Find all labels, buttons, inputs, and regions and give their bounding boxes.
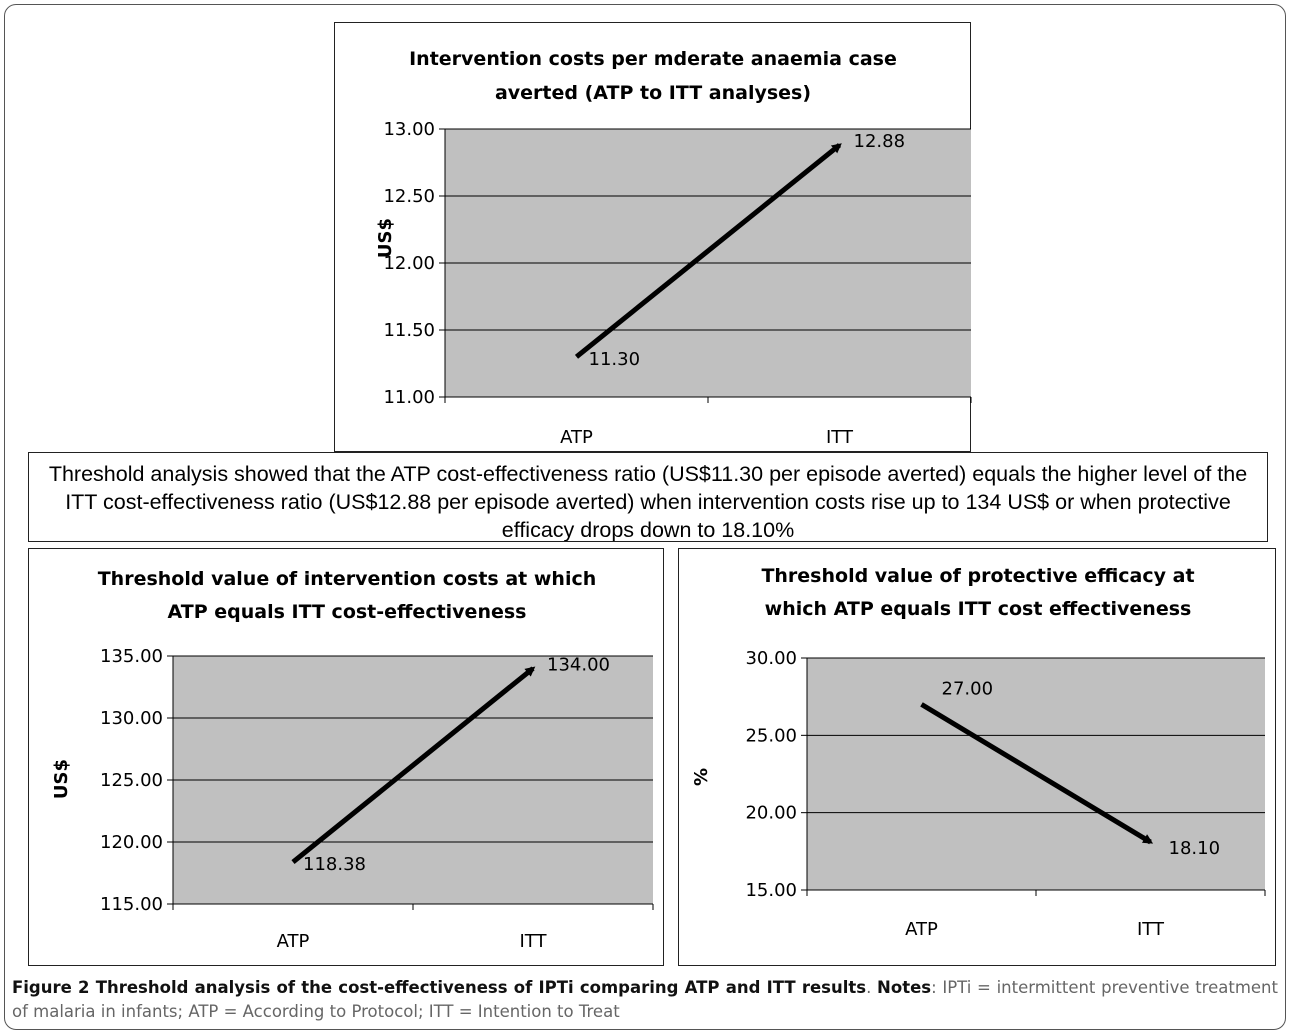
x-category-label: ATP	[560, 427, 593, 448]
y-tick-label: 12.00	[383, 253, 435, 274]
chart-title-line: Threshold value of protective efficacy a…	[761, 565, 1194, 587]
y-axis-label: %	[691, 768, 712, 786]
chart-title-line: Threshold value of intervention costs at…	[98, 568, 597, 590]
y-tick-label: 120.00	[100, 832, 163, 853]
chart-svg: Threshold value of intervention costs at…	[51, 568, 654, 952]
x-category-label: ITT	[826, 427, 854, 448]
chart-protective-efficacy-threshold: Threshold value of protective efficacy a…	[678, 548, 1276, 966]
y-tick-label: 13.00	[383, 119, 435, 140]
chart-intervention-costs-threshold: Threshold value of intervention costs at…	[28, 548, 664, 966]
y-axis-label: US$	[375, 218, 396, 258]
x-category-label: ITT	[520, 931, 548, 952]
y-tick-label: 125.00	[100, 770, 163, 791]
chart-title-line: which ATP equals ITT cost effectiveness	[765, 598, 1192, 620]
y-tick-label: 15.00	[745, 880, 797, 901]
data-label: 134.00	[547, 654, 610, 675]
y-tick-label: 20.00	[745, 803, 797, 824]
chart-title-line: averted (ATP to ITT analyses)	[495, 82, 811, 104]
x-category-label: ITT	[1137, 919, 1165, 940]
y-tick-label: 25.00	[745, 725, 797, 746]
y-tick-label: 11.00	[383, 387, 435, 408]
data-label: 12.88	[854, 131, 906, 152]
y-axis-label: US$	[51, 759, 72, 799]
data-label: 27.00	[942, 678, 994, 699]
data-label: 118.38	[303, 854, 366, 875]
y-tick-label: 12.50	[383, 186, 435, 207]
y-tick-label: 135.00	[100, 646, 163, 667]
chart-svg: Threshold value of protective efficacy a…	[691, 565, 1266, 940]
data-label: 18.10	[1169, 838, 1221, 859]
chart-title-line: Intervention costs per mderate anaemia c…	[409, 48, 897, 70]
y-tick-label: 130.00	[100, 708, 163, 729]
series-line	[920, 702, 1154, 845]
series-line	[291, 666, 536, 865]
caption-notes-text: : IPTi = intermittent preventive treatme…	[12, 978, 1278, 1021]
figure-caption: Figure 2 Threshold analysis of the cost-…	[12, 978, 1278, 1021]
chart-anaemia-costs: Intervention costs per mderate anaemia c…	[334, 22, 972, 452]
caption-notes-label: Notes	[877, 978, 932, 997]
chart-svg: Intervention costs per mderate anaemia c…	[375, 48, 972, 448]
figure-frame	[4, 4, 1286, 1030]
threshold-callout-text: Threshold analysis showed that the ATP c…	[48, 462, 1248, 542]
x-category-label: ATP	[277, 931, 310, 952]
caption-title: Figure 2 Threshold analysis of the cost-…	[12, 978, 867, 997]
series-line	[574, 143, 842, 359]
y-tick-label: 11.50	[383, 320, 435, 341]
chart-title-line: ATP equals ITT cost-effectiveness	[168, 601, 527, 623]
x-category-label: ATP	[905, 919, 938, 940]
data-label: 11.30	[589, 349, 641, 370]
threshold-callout: Threshold analysis showed that the ATP c…	[28, 452, 1268, 542]
y-tick-label: 30.00	[745, 648, 797, 669]
y-tick-label: 115.00	[100, 894, 163, 915]
